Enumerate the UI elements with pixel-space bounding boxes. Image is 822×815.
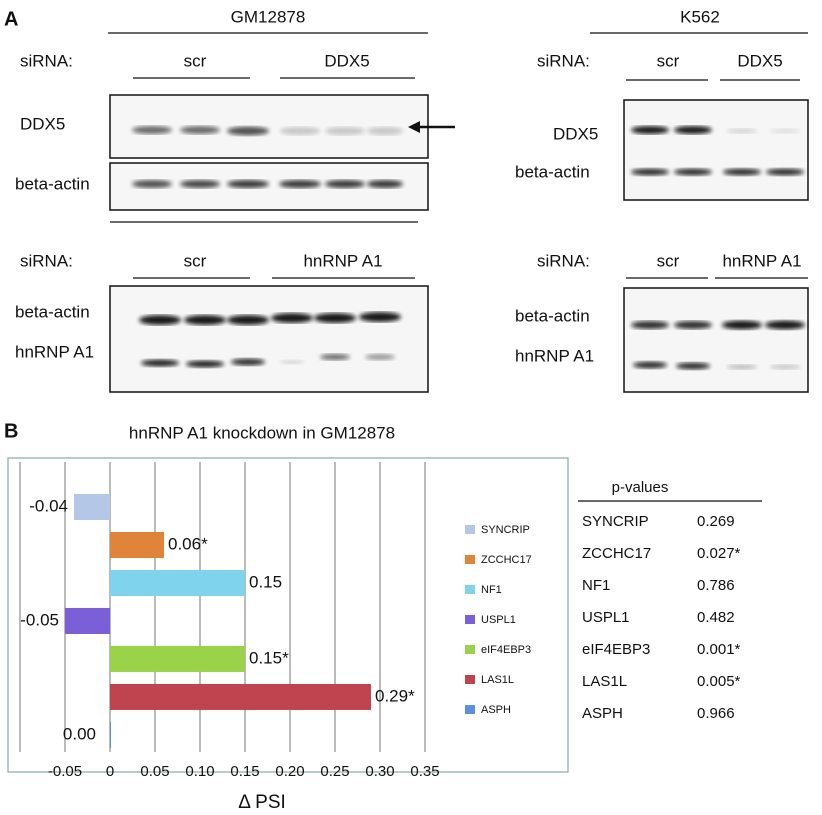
lane-group: scr xyxy=(184,51,207,70)
legend-swatch xyxy=(465,705,475,714)
table-cell: NF1 xyxy=(582,577,610,594)
bands xyxy=(631,320,805,370)
legend-swatch xyxy=(465,645,475,654)
x-tick-label: 0.10 xyxy=(185,763,214,780)
blot xyxy=(109,285,429,393)
sirna-label: siRNA: xyxy=(537,251,590,270)
table-cell: USPL1 xyxy=(582,609,630,626)
legend-label: ASPH xyxy=(481,704,511,716)
lane-group: scr xyxy=(657,251,680,270)
row-label: hnRNP A1 xyxy=(515,346,594,365)
row-label: beta-actin xyxy=(515,306,590,325)
bar xyxy=(110,569,245,596)
bar xyxy=(110,531,164,558)
legend-label: NF1 xyxy=(481,584,502,596)
row-label: hnRNP A1 xyxy=(15,342,94,361)
row-label: DDX5 xyxy=(20,114,65,133)
value-label: 0.00 xyxy=(63,724,96,743)
value-label: 0.29* xyxy=(375,686,415,705)
bands xyxy=(132,126,403,188)
table-cell: 0.966 xyxy=(697,705,735,722)
panel-b: B hnRNP A1 knockdown in GM12878 Δ PSI p-… xyxy=(4,420,762,813)
cell-line: K562 xyxy=(680,7,720,26)
lane-group: scr xyxy=(657,51,680,70)
table-cell: ASPH xyxy=(582,705,623,722)
blot xyxy=(623,287,809,393)
table-cell: SYNCRIP xyxy=(582,513,649,530)
lane-group: hnRNP A1 xyxy=(722,251,801,270)
legend-swatch xyxy=(465,555,475,564)
legend-swatch xyxy=(465,525,475,534)
bar xyxy=(110,683,371,710)
value-label: -0.05 xyxy=(20,610,59,629)
legend-label: ZCCHC17 xyxy=(481,554,532,566)
arrow-head xyxy=(408,121,420,133)
table-cell: 0.005* xyxy=(697,673,741,690)
x-tick-label: -0.05 xyxy=(48,763,82,780)
x-axis-label: Δ PSI xyxy=(238,792,286,813)
x-tick-label: 0.20 xyxy=(275,763,304,780)
value-label: 0.06* xyxy=(168,534,208,553)
legend-swatch xyxy=(465,675,475,684)
x-tick-label: 0.05 xyxy=(140,763,169,780)
legend-label: LAS1L xyxy=(481,674,514,686)
cell-line: GM12878 xyxy=(231,7,306,26)
bands xyxy=(139,312,401,368)
lane-group: hnRNP A1 xyxy=(303,251,382,270)
legend-label: eIF4EBP3 xyxy=(481,644,531,656)
table-cell: 0.786 xyxy=(697,577,735,594)
sirna-label: siRNA: xyxy=(537,51,590,70)
panel-a: A GM12878 K562 siRNA: scr DDX5 DDX5 beta… xyxy=(4,7,809,393)
bar xyxy=(74,494,110,520)
table-cell: 0.001* xyxy=(697,641,741,658)
value-label: 0.15 xyxy=(249,572,282,591)
sirna-label: siRNA: xyxy=(20,251,73,270)
bands xyxy=(631,126,804,176)
row-label: DDX5 xyxy=(553,124,598,143)
blot xyxy=(109,94,429,159)
value-label: 0.15* xyxy=(249,648,289,667)
row-label: beta-actin xyxy=(15,302,90,321)
sirna-label: siRNA: xyxy=(20,51,73,70)
table-cell: 0.269 xyxy=(697,513,735,530)
bar xyxy=(110,721,111,748)
x-tick-label: 0.30 xyxy=(365,763,394,780)
lane-group: DDX5 xyxy=(324,51,369,70)
panel-label: B xyxy=(4,420,18,442)
blot xyxy=(623,99,809,201)
x-tick-label: 0 xyxy=(106,763,114,780)
x-tick-label: 0.35 xyxy=(410,763,439,780)
chart-title: hnRNP A1 knockdown in GM12878 xyxy=(129,423,395,442)
panel-label: A xyxy=(4,8,18,30)
x-tick-label: 0.25 xyxy=(320,763,349,780)
table-cell: eIF4EBP3 xyxy=(582,641,650,658)
table-cell: LAS1L xyxy=(582,673,627,690)
row-label: beta-actin xyxy=(15,174,90,193)
value-label: -0.04 xyxy=(29,496,68,515)
bar xyxy=(65,607,110,634)
table-cell: ZCCHC17 xyxy=(582,545,651,562)
table-cell: 0.482 xyxy=(697,609,735,626)
table-cell: 0.027* xyxy=(697,545,741,562)
x-tick-label: 0.15 xyxy=(230,763,259,780)
row-label: beta-actin xyxy=(515,162,590,181)
bar xyxy=(110,645,245,672)
legend-swatch xyxy=(465,585,475,594)
legend-label: USPL1 xyxy=(481,614,516,626)
legend-label: SYNCRIP xyxy=(481,524,530,536)
table-header: p-values xyxy=(612,479,669,496)
lane-group: DDX5 xyxy=(737,51,782,70)
lane-group: scr xyxy=(184,251,207,270)
legend-swatch xyxy=(465,615,475,624)
